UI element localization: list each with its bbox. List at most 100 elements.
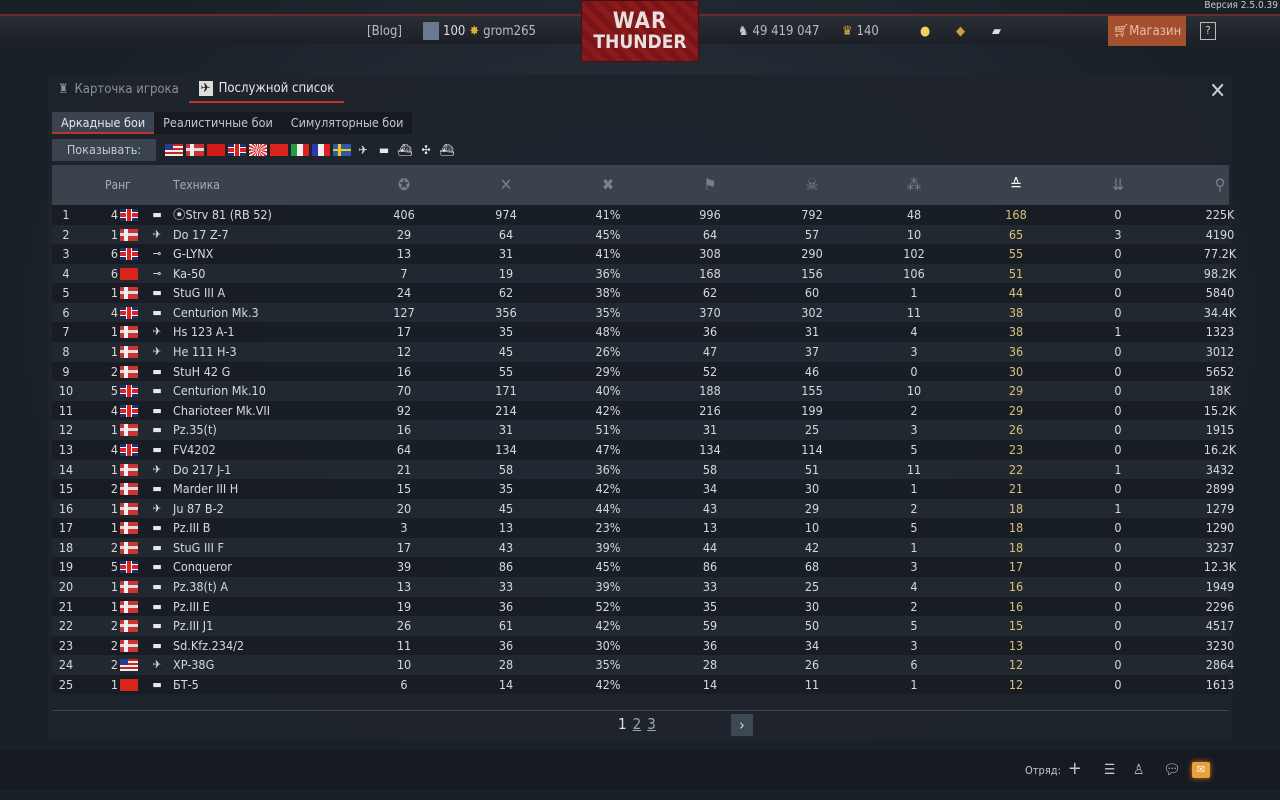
filter-sweden-flag-icon[interactable] [333, 144, 351, 156]
table-row[interactable]: 12 1 ▬ Pz.35(t) 16 31 51% 31 25 3 26 0 1915 [52, 420, 1234, 440]
filter-usa-flag-icon[interactable] [165, 144, 183, 156]
filter-helicopter-icon[interactable]: ✣ [421, 143, 431, 157]
table-row[interactable]: 9 2 ▬ StuH 42 G 16 55 29% 52 46 0 30 0 5652 [52, 361, 1234, 382]
rank: 2 [110, 481, 118, 497]
stat-cell: 114 [801, 441, 823, 457]
filter-ship-icon[interactable]: ⛴ [397, 143, 413, 157]
war-thunder-logo: WAR THUNDER [581, 0, 699, 62]
activity-icon[interactable]: ⚲ [1214, 175, 1226, 194]
column-rank[interactable]: Ранг [105, 178, 131, 192]
table-row[interactable]: 14 1 ✈ Do 217 J-1 21 58 36% 58 51 11 22 1 3432 [52, 459, 1234, 480]
table-row[interactable]: 5 1 ▬ StuG III A 24 62 38% 62 60 1 44 0 5840 [52, 283, 1234, 303]
vehicle-name: Charioteer Mk.VII [173, 402, 271, 418]
filter-tank-icon[interactable]: ▬ [378, 143, 390, 157]
table-row[interactable]: 19 5 ▬ Conqueror 39 86 45% 86 68 3 17 0 12.3K [52, 557, 1236, 578]
row-number: 24 [58, 657, 74, 673]
table-row[interactable]: 23 2 ▬ Sd.Kfz.234/2 11 36 30% 36 34 3 13 0 3230 [52, 635, 1234, 656]
stat-cell: 28 [702, 657, 718, 673]
table-row[interactable]: 15 2 ▬ Marder III H 15 35 42% 34 30 1 21 0 2899 [52, 479, 1234, 499]
air-kills-icon[interactable]: ⁂ [906, 175, 922, 194]
tab-label: Карточка игрока [74, 81, 179, 97]
tank-icon: ▬ [152, 619, 162, 633]
table-row[interactable]: 18 2 ▬ StuG III F 17 43 39% 44 42 1 18 0 3237 [52, 537, 1234, 558]
mail-icon[interactable]: ✉ [1192, 762, 1210, 778]
table-row[interactable]: 24 2 ✈ XP-38G 10 28 35% 28 26 6 12 0 2864 [52, 655, 1234, 675]
list-icon[interactable]: ☰ [1104, 762, 1116, 778]
shop-label: Магазин [1129, 23, 1182, 39]
chat-icon[interactable]: 💬︎ [1163, 762, 1181, 778]
table-row[interactable]: 21 1 ▬ Pz.III E 19 36 52% 35 30 2 16 0 2296 [52, 596, 1234, 617]
silver-lions[interactable]: ♞ 49 419 047 [738, 16, 819, 46]
rank: 6 [110, 265, 118, 281]
table-row[interactable]: 20 1 ▬ Pz.38(t) A 13 33 39% 33 25 4 16 0 1949 [52, 577, 1234, 597]
page-1[interactable]: 1 [618, 715, 627, 733]
stat-cell: 10 [804, 520, 820, 536]
stat-cell: 1 [1114, 324, 1122, 340]
filter-germany-flag-icon[interactable] [186, 144, 204, 156]
table-row[interactable]: 22 2 ▬ Pz.III J1 26 61 42% 59 50 5 15 0 4517 [52, 616, 1234, 636]
show-filter-label[interactable]: Показывать: [52, 139, 156, 161]
stat-cell: 64 [702, 226, 718, 242]
help-button[interactable]: ? [1200, 22, 1216, 40]
page-2[interactable]: 2 [632, 715, 642, 733]
table-row[interactable]: 3 6 ⊸ G-LYNX 13 31 41% 308 290 102 55 0 77.2K [52, 244, 1236, 264]
tab-label: Послужной список [218, 80, 335, 96]
filter-china-flag-icon[interactable] [270, 144, 288, 156]
filter-uk-flag-icon[interactable] [228, 144, 246, 156]
mode-arcade[interactable]: Аркадные бои [52, 112, 155, 134]
table-row[interactable]: 13 4 ▬ FV4202 64 134 47% 134 114 5 23 0 16.2K [52, 439, 1236, 460]
filter-aircraft-icon[interactable]: ✈ [358, 143, 368, 157]
table-row[interactable]: 17 1 ▬ Pz.III B 3 13 23% 13 10 5 18 0 1290 [52, 518, 1234, 538]
filter-japan-flag-icon[interactable] [249, 144, 267, 156]
deaths-icon[interactable]: ☠ [805, 175, 819, 194]
mode-simulator[interactable]: Симуляторные бои [290, 115, 404, 130]
contacts-icon[interactable]: ♙ [1133, 762, 1145, 778]
stat-cell: 15 [1008, 618, 1024, 634]
username: grom265 [483, 23, 536, 39]
filter-boat-icon[interactable]: ⛴ [439, 143, 455, 157]
filter-ussr-flag-icon[interactable] [207, 144, 225, 156]
rank: 4 [110, 441, 118, 457]
table-row[interactable]: 11 4 ▬ Charioteer Mk.VII 92 214 42% 216 199 2 29 0 1… [52, 400, 1236, 421]
table-row[interactable]: 1 4 ▬ ⦿Strv 81 (RB 52) 406 974 41% 996 792 48 168 0… [52, 205, 1234, 225]
table-row[interactable]: 6 4 ▬ Centurion Mk.3 127 356 35% 370 302 11 38 0 34.… [52, 302, 1236, 323]
add-squad-button[interactable]: + [1068, 758, 1082, 779]
table-row[interactable]: 16 1 ✈ Ju 87 B-2 20 45 44% 43 29 2 18 1 1279 [52, 498, 1234, 519]
battles-icon[interactable]: ✕ [499, 175, 513, 194]
stat-cell: 13 [1008, 637, 1024, 653]
column-vehicle[interactable]: Техника [173, 178, 220, 192]
stat-cell: 11 [906, 304, 922, 320]
close-icon[interactable]: ✕ [1209, 79, 1226, 104]
stat-cell: 3237 [1205, 539, 1235, 555]
cn-flag-icon [120, 678, 138, 691]
lightbulb-icon[interactable]: ● [920, 23, 931, 39]
mode-realistic[interactable]: Реалистичные бои [163, 115, 273, 130]
page-3[interactable]: 3 [647, 715, 656, 733]
table-row[interactable]: 25 1 ▬ БТ-5 6 14 42% 14 11 1 12 0 1613 [52, 674, 1234, 695]
stat-cell: 0 [1114, 344, 1122, 360]
table-row[interactable]: 7 1 ✈ Hs 123 A-1 17 35 48% 36 31 4 38 1 1323 [52, 322, 1234, 343]
table-row[interactable]: 4 6 ⊸ Ka-50 7 19 36% 168 156 106 51 0 98.2K [52, 263, 1236, 284]
respawns-icon[interactable]: ⚑ [703, 175, 717, 194]
win-rate-icon[interactable]: ✖ [601, 175, 615, 194]
filter-italy-flag-icon[interactable] [291, 144, 309, 156]
tab-player-card[interactable]: ♜ Карточка игрока [48, 75, 189, 103]
tab-service-record[interactable]: ✈ Послужной список [188, 75, 345, 103]
naval-kills-icon[interactable]: ⇊ [1111, 175, 1125, 194]
filter-france-flag-icon[interactable] [312, 144, 330, 156]
table-row[interactable]: 8 1 ✈ He 111 H-3 12 45 26% 47 37 3 36 0 3012 [52, 342, 1234, 362]
shop-button[interactable]: 🛒︎ Магазин [1108, 16, 1186, 46]
ground-kills-icon[interactable]: ≙ [1009, 175, 1023, 194]
victories-icon[interactable]: ✪ [397, 175, 411, 194]
table-row[interactable]: 2 1 ✈ Do 17 Z-7 29 64 45% 64 57 10 65 3 4190 [52, 224, 1234, 245]
player-profile[interactable]: 100 ✸ grom265 [423, 16, 536, 46]
stat-cell: 36 [702, 324, 718, 340]
premium-icon[interactable]: ◆ [956, 23, 965, 39]
table-row[interactable]: 10 5 ▬ Centurion Mk.10 70 171 40% 188 155 10 29 0 18… [52, 381, 1231, 401]
aircraft-icon: ✈ [152, 227, 162, 241]
stat-cell: 23 [1008, 441, 1024, 457]
blog-link[interactable]: [Blog] [367, 23, 402, 39]
golden-eagles[interactable]: ♛ 140 [842, 16, 879, 46]
coupon-icon[interactable]: ▰ [992, 23, 1001, 39]
next-page-button[interactable]: › [731, 714, 753, 736]
